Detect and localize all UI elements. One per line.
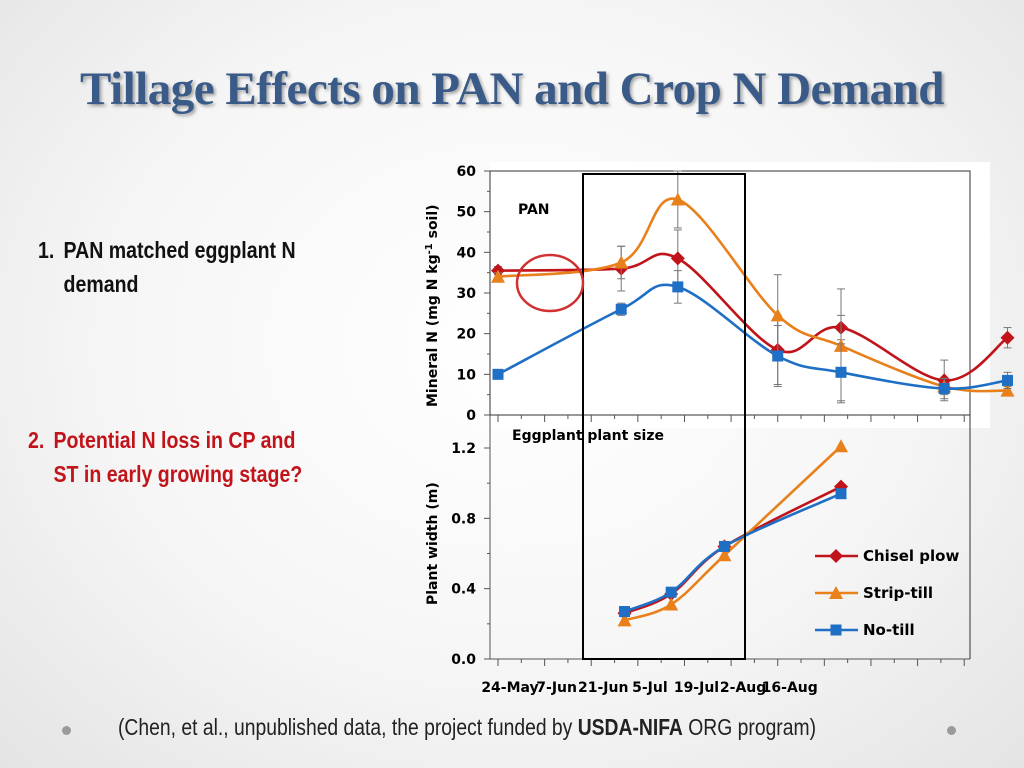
legend-marker-no-till	[830, 624, 842, 636]
bullet-pan-matched: 1. PAN matched eggplant N demand	[38, 233, 296, 301]
size-y-tick-label: 1.2	[451, 441, 476, 457]
bullet-text-line1: Potential N loss in CP and	[53, 427, 296, 453]
pan-y-tick-label: 60	[457, 164, 477, 180]
size-y-tick-label: 0.0	[451, 652, 476, 668]
pan-point-strip-till	[770, 308, 785, 322]
pan-chart-background	[490, 162, 990, 428]
slide-title: Tillage Effects on PAN and Crop N Demand	[80, 63, 944, 115]
pan-point-no-till	[672, 281, 684, 293]
pan-y-tick-label: 30	[457, 286, 477, 302]
size-point-no-till	[835, 488, 847, 500]
size-point-strip-till	[717, 548, 732, 562]
pan-y-tick-label: 10	[457, 367, 477, 383]
bullet-text-line2: demand	[63, 271, 139, 297]
legend-label-no-till: No-till	[863, 621, 915, 639]
footer-funder: USDA-NIFA	[577, 714, 683, 740]
bullet-text-line2: ST in early growing stage?	[53, 461, 303, 487]
pan-point-no-till	[835, 366, 847, 378]
pan-chart: 0 10 20 30 40 50 60 PAN Mineral N (mg N kg-1 soi…	[424, 164, 1015, 424]
legend-marker-chisel-plow	[829, 549, 843, 563]
size-point-strip-till	[833, 439, 848, 453]
pan-point-no-till	[615, 303, 627, 315]
size-x-tick-label: 21-Jun	[578, 680, 628, 696]
size-y-axis-label: Plant width (m)	[425, 482, 441, 605]
pan-point-strip-till	[614, 255, 629, 269]
pan-chart-title: PAN	[518, 202, 550, 218]
footer-dot-left	[62, 726, 71, 735]
pan-y-tick-label: 40	[457, 245, 477, 261]
pan-point-no-till	[1001, 374, 1013, 386]
pan-point-chisel-plow	[670, 251, 685, 266]
legend-marker-strip-till	[829, 586, 843, 599]
early-stage-box	[582, 173, 746, 660]
size-x-tick-label: 2-Aug	[720, 680, 766, 696]
bullet-number: 2.	[28, 427, 45, 453]
pan-point-strip-till	[1000, 383, 1015, 397]
size-x-tick-label: 7-Jun	[536, 680, 577, 696]
footer-citation: (Chen, et al., unpublished data, the pro…	[118, 714, 816, 741]
pan-point-chisel-plow	[1000, 330, 1015, 345]
footer-post: ORG program)	[682, 714, 817, 740]
pan-y-tick-label: 0	[466, 408, 476, 424]
bullet-number: 1.	[38, 237, 55, 263]
size-line-chisel-plow	[624, 485, 842, 615]
size-line-strip-till	[624, 445, 842, 622]
legend-label-strip-till: Strip-till	[863, 584, 933, 602]
highlight-circle	[515, 253, 585, 313]
size-x-tick-label: 16-Aug	[762, 680, 818, 696]
size-point-strip-till	[664, 597, 679, 611]
pan-point-strip-till	[670, 192, 685, 206]
footer-pre: (Chen, et al., unpublished data, the pro…	[118, 714, 578, 740]
bullet-n-loss: 2. Potential N loss in CP and ST in early…	[28, 423, 302, 491]
pan-y-axis-label: Mineral N (mg N kg-1 soil)	[424, 204, 441, 407]
pan-y-tick-label: 50	[457, 205, 477, 221]
pan-point-no-till	[492, 368, 504, 380]
pan-point-no-till	[938, 383, 950, 395]
pan-y-tick-label: 20	[457, 327, 477, 343]
footer-dot-right	[947, 726, 956, 735]
size-point-strip-till	[617, 613, 632, 627]
legend-label-chisel-plow: Chisel plow	[863, 547, 959, 565]
size-line-no-till	[624, 492, 842, 613]
size-y-tick-label: 0.4	[451, 582, 476, 598]
size-x-tick-label: 24-May	[481, 680, 538, 696]
bullet-text-line1: PAN matched eggplant N	[63, 237, 296, 263]
size-point-no-till	[619, 606, 631, 618]
size-x-tick-label: 5-Jul	[632, 680, 668, 696]
size-point-no-till	[718, 540, 730, 552]
size-chart-title: Eggplant plant size	[512, 428, 664, 444]
size-point-no-till	[665, 586, 677, 598]
pan-point-strip-till	[491, 269, 505, 283]
size-x-tick-label: 19-Jul	[674, 680, 719, 696]
pan-point-no-till	[772, 350, 784, 362]
size-y-tick-label: 0.8	[451, 511, 476, 527]
